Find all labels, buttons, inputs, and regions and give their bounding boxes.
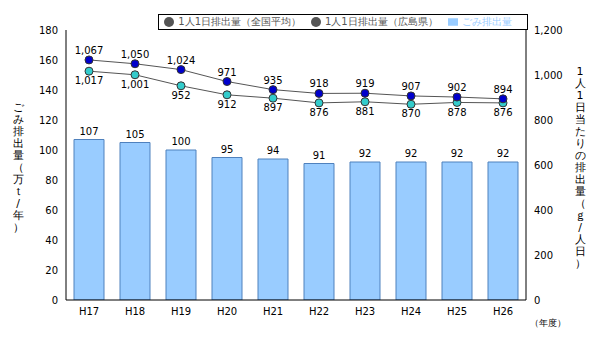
html-text:1人1日排出量（広島県）: 1人1日排出量（広島県） (325, 16, 438, 27)
svg-text:870: 870 (401, 108, 420, 119)
svg-text:160: 160 (39, 55, 58, 66)
svg-text:1,024: 1,024 (167, 55, 196, 66)
svg-text:20: 20 (45, 265, 58, 276)
svg-text:907: 907 (401, 81, 420, 92)
svg-text:800: 800 (534, 115, 553, 126)
svg-text:1,001: 1,001 (121, 79, 150, 90)
svg-text:140: 140 (39, 85, 58, 96)
svg-text:H26: H26 (493, 306, 513, 317)
svg-text:876: 876 (493, 107, 512, 118)
svg-text:897: 897 (263, 102, 282, 113)
svg-text:60: 60 (45, 205, 58, 216)
svg-text:935: 935 (263, 75, 282, 86)
svg-text:95: 95 (221, 144, 234, 155)
svg-text:919: 919 (355, 78, 374, 89)
svg-text:881: 881 (355, 106, 374, 117)
svg-text:107: 107 (79, 126, 98, 137)
svg-text:1人1日当たりの排出量（ｇ/人日）: 1人1日当たりの排出量（ｇ/人日） (575, 65, 586, 270)
svg-text:94: 94 (267, 145, 280, 156)
svg-text:80: 80 (45, 175, 58, 186)
svg-text:100: 100 (39, 145, 58, 156)
svg-text:92: 92 (405, 148, 418, 159)
svg-text:H22: H22 (309, 306, 329, 317)
svg-text:912: 912 (217, 99, 236, 110)
svg-text:400: 400 (534, 205, 553, 216)
svg-text:600: 600 (534, 160, 553, 171)
svg-text:105: 105 (125, 129, 144, 140)
svg-text:H25: H25 (447, 306, 467, 317)
svg-text:876: 876 (309, 107, 328, 118)
svg-text:0: 0 (52, 295, 58, 306)
svg-text:1,050: 1,050 (121, 49, 150, 60)
svg-text:1,067: 1,067 (75, 45, 104, 56)
svg-text:1,200: 1,200 (534, 25, 563, 36)
svg-text:878: 878 (447, 107, 466, 118)
svg-text:H20: H20 (217, 306, 237, 317)
svg-text:120: 120 (39, 115, 58, 126)
html-text:1人1日排出量（全国平均）: 1人1日排出量（全国平均） (178, 16, 301, 27)
svg-text:H17: H17 (79, 306, 99, 317)
svg-text:91: 91 (313, 150, 326, 161)
svg-text:H21: H21 (263, 306, 283, 317)
html-text:ごみ排出量: ごみ排出量 (461, 16, 512, 27)
svg-text:0: 0 (534, 295, 540, 306)
svg-text:92: 92 (451, 148, 464, 159)
svg-text:918: 918 (309, 78, 328, 89)
svg-text:（年度）: （年度） (530, 318, 566, 328)
svg-text:902: 902 (447, 82, 466, 93)
svg-text:92: 92 (359, 148, 372, 159)
svg-text:H23: H23 (355, 306, 375, 317)
svg-text:1,017: 1,017 (75, 75, 104, 86)
svg-text:ごみ排出量（万ｔ/年）: ごみ排出量（万ｔ/年） (13, 101, 25, 234)
svg-text:H18: H18 (125, 306, 145, 317)
svg-text:952: 952 (171, 90, 190, 101)
svg-text:92: 92 (497, 148, 510, 159)
svg-text:40: 40 (45, 235, 58, 246)
svg-text:H24: H24 (401, 306, 421, 317)
svg-text:180: 180 (39, 25, 58, 36)
svg-text:200: 200 (534, 250, 553, 261)
svg-text:1,000: 1,000 (534, 70, 563, 81)
svg-text:H19: H19 (171, 306, 191, 317)
svg-text:971: 971 (217, 67, 236, 78)
svg-text:894: 894 (493, 84, 512, 95)
svg-text:100: 100 (171, 136, 190, 147)
